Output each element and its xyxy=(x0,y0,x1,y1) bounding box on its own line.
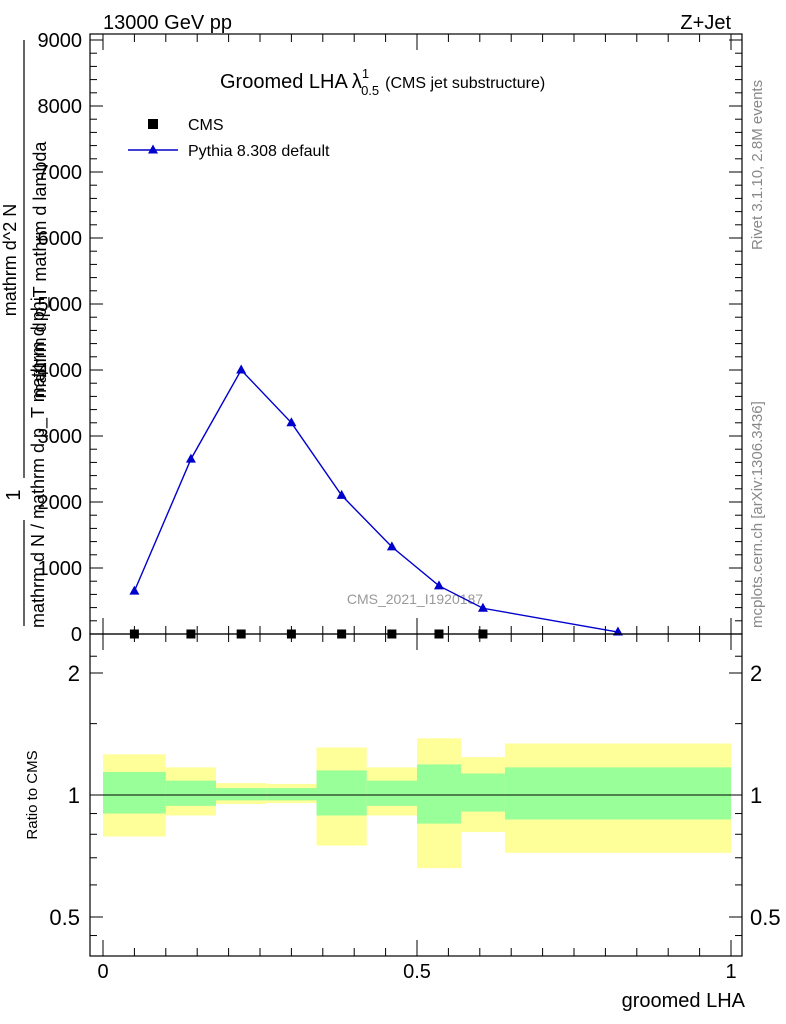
watermark-label: CMS_2021_I1920187 xyxy=(347,591,483,607)
x-axis-label: groomed LHA xyxy=(622,990,746,1012)
ratio-axis-ticks xyxy=(90,634,742,956)
ratio-ytick-labels: 0.5 0.5 1 1 2 2 xyxy=(49,661,780,930)
main-ytick-label: 1000 xyxy=(38,558,83,580)
main-ytick-labels: 0 1000 2000 3000 4000 5000 6000 7000 8000 9000 xyxy=(38,30,83,646)
ratio-bands xyxy=(103,738,731,869)
ratio-ytick-label-right: 0.5 xyxy=(750,905,781,930)
pythia-point xyxy=(386,541,397,551)
ratio-inner-band xyxy=(460,773,505,812)
main-plot-panel: 0 1000 2000 3000 4000 5000 6000 7000 8000 9000 CM… xyxy=(0,30,743,646)
ratio-inner-band xyxy=(316,770,367,816)
pythia-point xyxy=(129,585,140,595)
main-ytick-label: 4000 xyxy=(38,360,83,382)
main-ylabel: 1 mathrm d N / mathrm d p_T mathrm d phi… xyxy=(0,40,51,628)
ratio-ytick-label-left: 0.5 xyxy=(49,905,80,930)
pythia-point xyxy=(433,580,444,590)
process-label: Z+Jet xyxy=(680,12,731,34)
chart-title: Groomed LHA λ1 0.5 (CMS jet substructure) xyxy=(220,66,545,98)
main-axis-ticks xyxy=(90,34,742,635)
ylabel-numerator: 1 xyxy=(3,489,25,500)
ratio-xtick-label: 1 xyxy=(725,961,736,983)
main-ytick-label: 2000 xyxy=(38,492,83,514)
legend-cms-marker xyxy=(148,119,158,129)
ratio-xtick-label: 0.5 xyxy=(403,961,431,983)
legend-pythia-marker xyxy=(148,144,158,154)
pythia-point xyxy=(236,364,247,374)
main-ytick-label: 7000 xyxy=(38,162,83,184)
ylabel-top2: mathrm d p_T mathrm d lambda xyxy=(30,141,51,399)
ratio-inner-band xyxy=(504,767,731,820)
main-ytick-label: 5000 xyxy=(38,294,83,316)
legend-pythia-label: Pythia 8.308 default xyxy=(188,143,330,160)
ratio-xtick-labels: 0 0.5 1 xyxy=(97,961,736,983)
ylabel-denominator: mathrm d N / mathrm d p_T mathrm d phi xyxy=(28,297,49,628)
ratio-ytick-label-left: 1 xyxy=(68,783,80,808)
ratio-inner-band xyxy=(266,788,317,801)
ratio-inner-band xyxy=(216,788,267,801)
chart-title-sup: 1 xyxy=(362,66,369,81)
pythia-point xyxy=(185,453,196,463)
main-ytick-label: 8000 xyxy=(38,96,83,118)
mcplots-label: mcplots.cern.ch [arXiv:1306.3436] xyxy=(749,401,766,628)
chart-title-sub: 0.5 xyxy=(361,83,379,98)
ratio-inner-band xyxy=(366,780,417,806)
ratio-xtick-label: 0 xyxy=(97,961,108,983)
chart-title-text: Groomed LHA xyxy=(220,71,348,93)
pythia-point xyxy=(612,626,623,636)
chart-title-symbol: λ xyxy=(352,71,362,93)
ylabel-top: mathrm d^2 N xyxy=(0,204,20,316)
pythia-point xyxy=(336,489,347,499)
main-ytick-label: 9000 xyxy=(38,30,83,52)
rivet-label: Rivet 3.1.10, 2.8M events xyxy=(749,80,766,250)
ratio-ytick-label-left: 2 xyxy=(68,661,80,686)
ratio-ytick-label-right: 2 xyxy=(750,661,762,686)
ratio-plot-panel: 0.5 0.51 12 2 0 0.5 1 Ratio to CMS groomed LH… xyxy=(24,633,781,1012)
energy-label: 13000 GeV pp xyxy=(103,12,232,34)
legend: CMS Pythia 8.308 default xyxy=(128,117,330,160)
ratio-frame xyxy=(89,633,743,957)
main-ytick-label: 3000 xyxy=(38,426,83,448)
ratio-inner-band xyxy=(417,764,461,824)
ratio-ytick-label-right: 1 xyxy=(750,783,762,808)
pythia-point xyxy=(286,417,297,427)
ratio-ylabel: Ratio to CMS xyxy=(24,750,41,839)
main-ytick-label: 0 xyxy=(71,624,82,646)
main-ytick-label: 6000 xyxy=(38,228,83,250)
ratio-inner-band xyxy=(165,780,217,806)
chart-title-note: (CMS jet substructure) xyxy=(385,75,545,92)
ratio-inner-band xyxy=(103,771,166,814)
legend-cms-label: CMS xyxy=(188,117,224,134)
pythia-point xyxy=(477,602,488,612)
